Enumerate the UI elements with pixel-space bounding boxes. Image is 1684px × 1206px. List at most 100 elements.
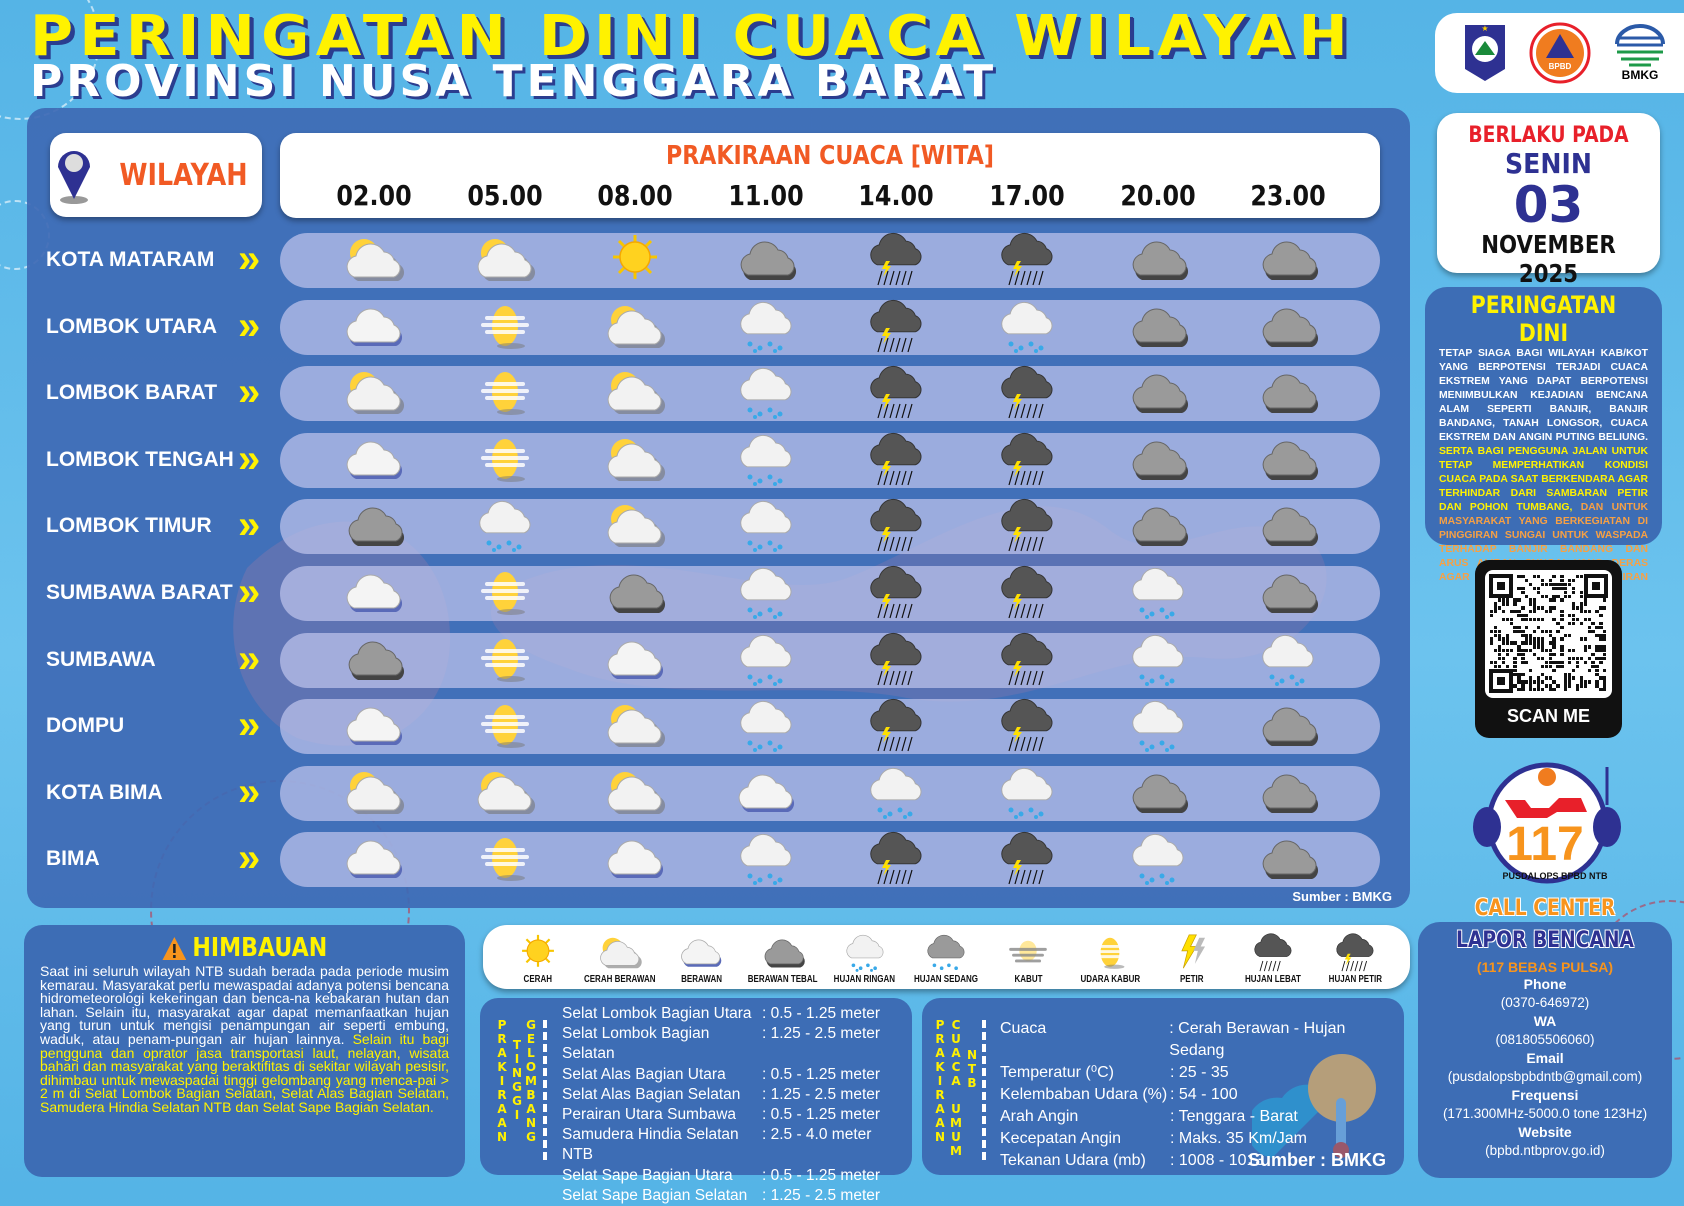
wave-height: : 0.5 - 1.25 meter [762, 1106, 881, 1124]
double-chevron-right-icon: » [238, 570, 260, 614]
forecast-cell [726, 564, 806, 620]
forecast-cell [465, 764, 545, 820]
berawan-tebal-icon [1248, 830, 1328, 888]
wave-area: Selat Alas Bagian Utara [562, 1065, 726, 1083]
contact-value[interactable]: (171.300MHz-5000.0 tone 123Hz) [1442, 1106, 1648, 1121]
wave-forecast-row: Selat Sape Bagian Selatan: 1.25 - 2.5 me… [562, 1186, 880, 1206]
forecast-cell [595, 231, 675, 287]
berawan-tebal-icon [1118, 231, 1198, 289]
general-value: : Cerah Berawan - Hujan Sedang [1169, 1020, 1346, 1059]
general-source: Sumber : BMKG [1247, 1150, 1386, 1170]
hujan-petir-icon [987, 631, 1067, 689]
hujan-ringan-icon [1118, 697, 1198, 755]
vertical-title-word: NTB [965, 1048, 979, 1090]
legend-label: HUJAN LEBAT [1245, 974, 1302, 985]
cerah-berawan-icon [334, 231, 414, 289]
cerah-berawan-icon [334, 364, 414, 422]
hujan-petir-icon [987, 364, 1067, 422]
udara-kabur-icon [481, 836, 529, 884]
forecast-cell [856, 231, 936, 287]
forecast-cell [1248, 431, 1328, 487]
page-title: PERINGATAN DINI CUACA WILAYAH [30, 4, 1355, 69]
early-warning-title: PERINGATAN DINI [1470, 291, 1617, 347]
berawan-tebal-icon [1118, 298, 1198, 356]
general-key: Tekanan Udara (mb) [1000, 1152, 1146, 1169]
contact-value[interactable]: (0370-646972) [1500, 995, 1590, 1010]
forecast-cell [465, 497, 545, 553]
legend-label: HUJAN RINGAN [834, 974, 896, 985]
hujan-ringan-icon [835, 932, 895, 974]
forecast-cell [1248, 364, 1328, 420]
forecast-cell [1118, 764, 1198, 820]
udara-kabur-icon [1092, 936, 1128, 971]
forecast-cell [987, 231, 1067, 287]
hujan-petir-icon [856, 497, 936, 555]
warning-icon [162, 937, 187, 960]
berawan-tebal-icon [1248, 764, 1328, 822]
berawan-icon [671, 932, 731, 974]
double-chevron-right-icon: » [238, 237, 260, 281]
hujan-ringan-icon [726, 830, 806, 888]
region-label: LOMBOK TIMUR [46, 514, 212, 538]
region-label: LOMBOK BARAT [46, 381, 218, 405]
general-value: : Tenggara - Barat [1170, 1108, 1298, 1125]
time-column-header: 08.00 [597, 179, 673, 212]
wave-area: Perairan Utara Sumbawa [562, 1106, 737, 1124]
berawan-icon [726, 764, 806, 822]
hujan-petir-icon [856, 231, 936, 289]
udara-kabur-icon [481, 303, 529, 351]
wave-forecast-row: Selat Lombok Bagian Selatan: 1.25 - 2.5 … [562, 1024, 880, 1064]
call-center-title: CALL CENTER [1474, 896, 1616, 921]
general-forecast-box: PRAKIRAAN CUACA UMUM NTB Cuaca: Cerah Bera… [922, 998, 1404, 1175]
forecast-cell [1118, 497, 1198, 553]
forecast-row-band [280, 699, 1380, 755]
forecast-cell [987, 697, 1067, 753]
forecast-cell [1248, 764, 1328, 820]
free-call-note: (117 BEBAS PULSA) [1476, 959, 1614, 975]
hujan-ringan-icon [1248, 631, 1328, 689]
berawan-icon [334, 564, 414, 622]
legend-item: KABUT [988, 932, 1068, 985]
forecast-cell [726, 697, 806, 753]
contact-value[interactable]: (pusdalopsbpbdntb@gmail.com) [1447, 1069, 1643, 1084]
time-column-header: 02.00 [336, 179, 412, 212]
hujan-petir-icon [856, 697, 936, 755]
berawan-tebal-icon [1248, 364, 1328, 422]
cerah-berawan-icon [595, 431, 675, 489]
contact-value[interactable]: (081805506060) [1495, 1032, 1595, 1047]
vertical-title-word: PRAKIRAAN [933, 1018, 947, 1144]
general-forecast-row: Tekanan Udara (mb): 1008 - 1013 [1000, 1150, 1404, 1172]
forecast-cell [987, 431, 1067, 487]
general-value: : 54 - 100 [1170, 1086, 1238, 1103]
sun-thermometer-illustration [1252, 1054, 1376, 1158]
validity-date-box: BERLAKU PADA SENIN 03 NOVEMBER 2025 [1437, 113, 1660, 288]
forecast-row-band [280, 566, 1380, 621]
forecast-title: PRAKIRAAN CUACA [WITA] [666, 141, 994, 171]
weather-legend: CERAH CERAH BERAWAN BERAWAN BERAWAN TEBAL HU… [483, 925, 1410, 989]
hujan-ringan-icon [726, 431, 806, 489]
forecast-cell [726, 231, 806, 287]
contact-value[interactable]: (bpbd.ntbprov.go.id) [1485, 1143, 1605, 1158]
cerah-berawan-icon [595, 764, 675, 822]
forecast-cell [726, 830, 806, 886]
forecast-cell [726, 497, 806, 553]
forecast-cell [987, 631, 1067, 687]
udara-kabur-icon [481, 370, 529, 418]
wave-height: : 1.25 - 2.5 meter [762, 1186, 881, 1204]
svg-text:PUSDALOPS BPBD NTB: PUSDALOPS BPBD NTB [1502, 871, 1608, 881]
forecast-cell [465, 364, 545, 420]
hujan-ringan-icon [726, 631, 806, 689]
cerah-icon [508, 932, 568, 974]
forecast-row-band [280, 299, 1380, 355]
hujan-lebat-icon [1243, 932, 1303, 974]
qr-code-image[interactable] [1485, 570, 1612, 698]
forecast-cell [856, 830, 936, 886]
contact-label: WA [1533, 1013, 1557, 1029]
double-chevron-right-icon: » [238, 703, 260, 748]
forecast-cell [987, 497, 1067, 553]
qr-code[interactable]: SCAN ME [1475, 560, 1622, 738]
location-pin-icon [57, 151, 90, 204]
time-column-header: 14.00 [858, 179, 934, 212]
hujan-petir-icon [856, 564, 936, 622]
hujan-petir-icon [987, 497, 1067, 555]
